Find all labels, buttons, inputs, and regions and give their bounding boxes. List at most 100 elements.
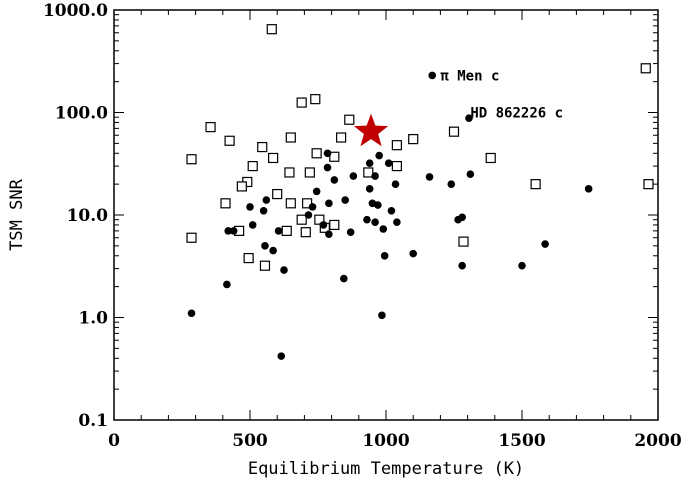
data-point-square xyxy=(311,148,322,159)
data-point-circle xyxy=(248,221,257,229)
data-point-square xyxy=(284,167,295,178)
data-point-circle xyxy=(349,172,358,180)
data-point-circle xyxy=(323,163,332,172)
data-point-square xyxy=(296,97,307,108)
data-point-square xyxy=(363,167,374,178)
y-tick-label: 10.0 xyxy=(67,206,109,226)
data-point-square xyxy=(344,114,355,125)
data-point-square xyxy=(485,152,496,164)
data-point-circle xyxy=(262,196,271,204)
data-point-circle xyxy=(584,185,593,193)
data-point-circle xyxy=(384,159,393,168)
data-point-circle xyxy=(466,170,475,179)
y-axis-title: TSM SNR xyxy=(7,178,27,250)
data-point-square xyxy=(285,198,296,209)
data-point-square xyxy=(336,132,347,143)
data-point-circle xyxy=(269,246,277,255)
data-point-square xyxy=(272,188,283,200)
data-marks xyxy=(186,24,654,360)
y-tick-label: 100.0 xyxy=(55,104,108,124)
y-tick-label: 1000.0 xyxy=(43,1,108,21)
data-point-circle xyxy=(246,203,254,211)
data-point-circle xyxy=(365,159,374,168)
data-point-circle xyxy=(374,201,382,209)
data-point-circle xyxy=(465,114,473,122)
data-point-circle xyxy=(325,230,333,238)
data-point-square xyxy=(186,154,197,165)
data-point-square xyxy=(391,140,402,151)
data-point-square xyxy=(205,122,216,133)
data-point-square xyxy=(408,134,419,145)
data-point-circle xyxy=(409,249,418,258)
data-point-square xyxy=(236,181,247,192)
data-point-star xyxy=(353,113,389,147)
data-point-circle xyxy=(223,280,231,289)
data-point-circle xyxy=(378,311,386,320)
axis-ticks xyxy=(113,9,659,421)
data-point-circle xyxy=(363,215,371,224)
data-point-circle xyxy=(541,240,549,248)
data-point-square xyxy=(296,214,307,225)
data-point-circle xyxy=(380,251,389,260)
y-tick-label: 1.0 xyxy=(78,309,108,329)
data-point-square xyxy=(391,160,402,172)
planet-label: HD 862226 c xyxy=(470,106,563,122)
data-point-square xyxy=(458,236,469,247)
data-point-square xyxy=(220,198,231,209)
data-point-circle xyxy=(340,274,348,283)
data-point-circle xyxy=(428,71,437,80)
data-point-square xyxy=(640,63,651,74)
annotations: π Men c HD 862226 c xyxy=(440,68,563,121)
y-tick-label: 0.1 xyxy=(78,411,108,431)
data-point-circle xyxy=(280,266,288,274)
data-point-circle xyxy=(458,213,466,222)
data-point-circle xyxy=(346,228,355,236)
data-point-circle xyxy=(391,180,400,188)
data-point-square xyxy=(257,141,268,153)
x-tick-label: 2000 xyxy=(634,431,681,451)
data-point-square xyxy=(247,160,258,172)
data-point-square xyxy=(243,252,254,264)
data-point-circle xyxy=(393,218,401,227)
x-tick-label: 0 xyxy=(108,431,120,451)
data-point-circle xyxy=(277,352,286,360)
data-point-circle xyxy=(379,225,388,233)
planet-label: π Men c xyxy=(440,68,499,84)
data-point-circle xyxy=(447,180,456,188)
data-point-circle xyxy=(375,151,384,160)
data-point-circle xyxy=(425,173,434,181)
data-point-circle xyxy=(458,261,466,270)
data-point-square xyxy=(329,151,340,162)
data-point-circle xyxy=(325,199,333,208)
data-point-square xyxy=(259,260,271,271)
data-point-square xyxy=(268,152,279,164)
data-point-circle xyxy=(387,206,396,215)
data-point-square xyxy=(329,219,340,231)
data-point-circle xyxy=(187,309,196,318)
data-point-circle xyxy=(312,187,321,196)
x-axis-title: Equilibrium Temperature (K) xyxy=(248,459,524,479)
data-point-square xyxy=(285,132,296,143)
data-point-square xyxy=(300,227,311,238)
plot-frame xyxy=(113,9,659,421)
data-point-square xyxy=(266,24,277,35)
data-point-circle xyxy=(274,227,283,235)
data-point-circle xyxy=(365,185,374,193)
data-point-square xyxy=(530,179,541,190)
data-point-circle xyxy=(323,149,332,158)
data-point-square xyxy=(186,232,197,243)
data-point-circle xyxy=(371,172,379,180)
x-tick-label: 500 xyxy=(232,431,268,451)
data-point-square xyxy=(224,135,235,146)
data-point-square xyxy=(314,214,325,225)
data-point-circle xyxy=(308,203,317,211)
data-point-circle xyxy=(259,206,268,215)
data-point-square xyxy=(304,167,315,178)
data-point-square xyxy=(281,225,292,236)
data-point-circle xyxy=(319,221,328,229)
data-point-circle xyxy=(518,261,526,270)
x-tick-labels: 0 500 1000 1500 2000 xyxy=(108,431,682,451)
data-point-circle xyxy=(261,242,269,250)
data-point-circle xyxy=(224,227,233,235)
